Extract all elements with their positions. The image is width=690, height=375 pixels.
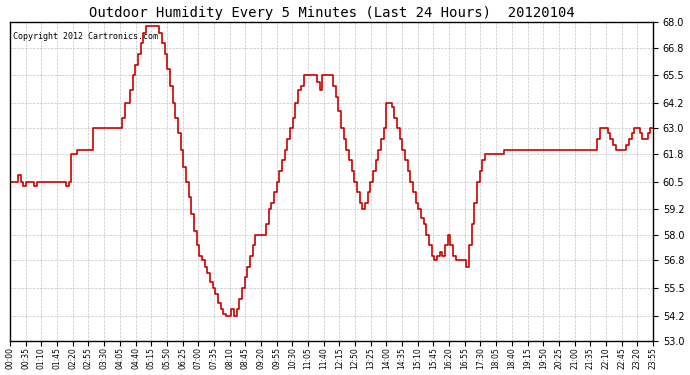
Title: Outdoor Humidity Every 5 Minutes (Last 24 Hours)  20120104: Outdoor Humidity Every 5 Minutes (Last 2… — [88, 6, 574, 20]
Text: Copyright 2012 Cartronics.com: Copyright 2012 Cartronics.com — [13, 32, 158, 40]
